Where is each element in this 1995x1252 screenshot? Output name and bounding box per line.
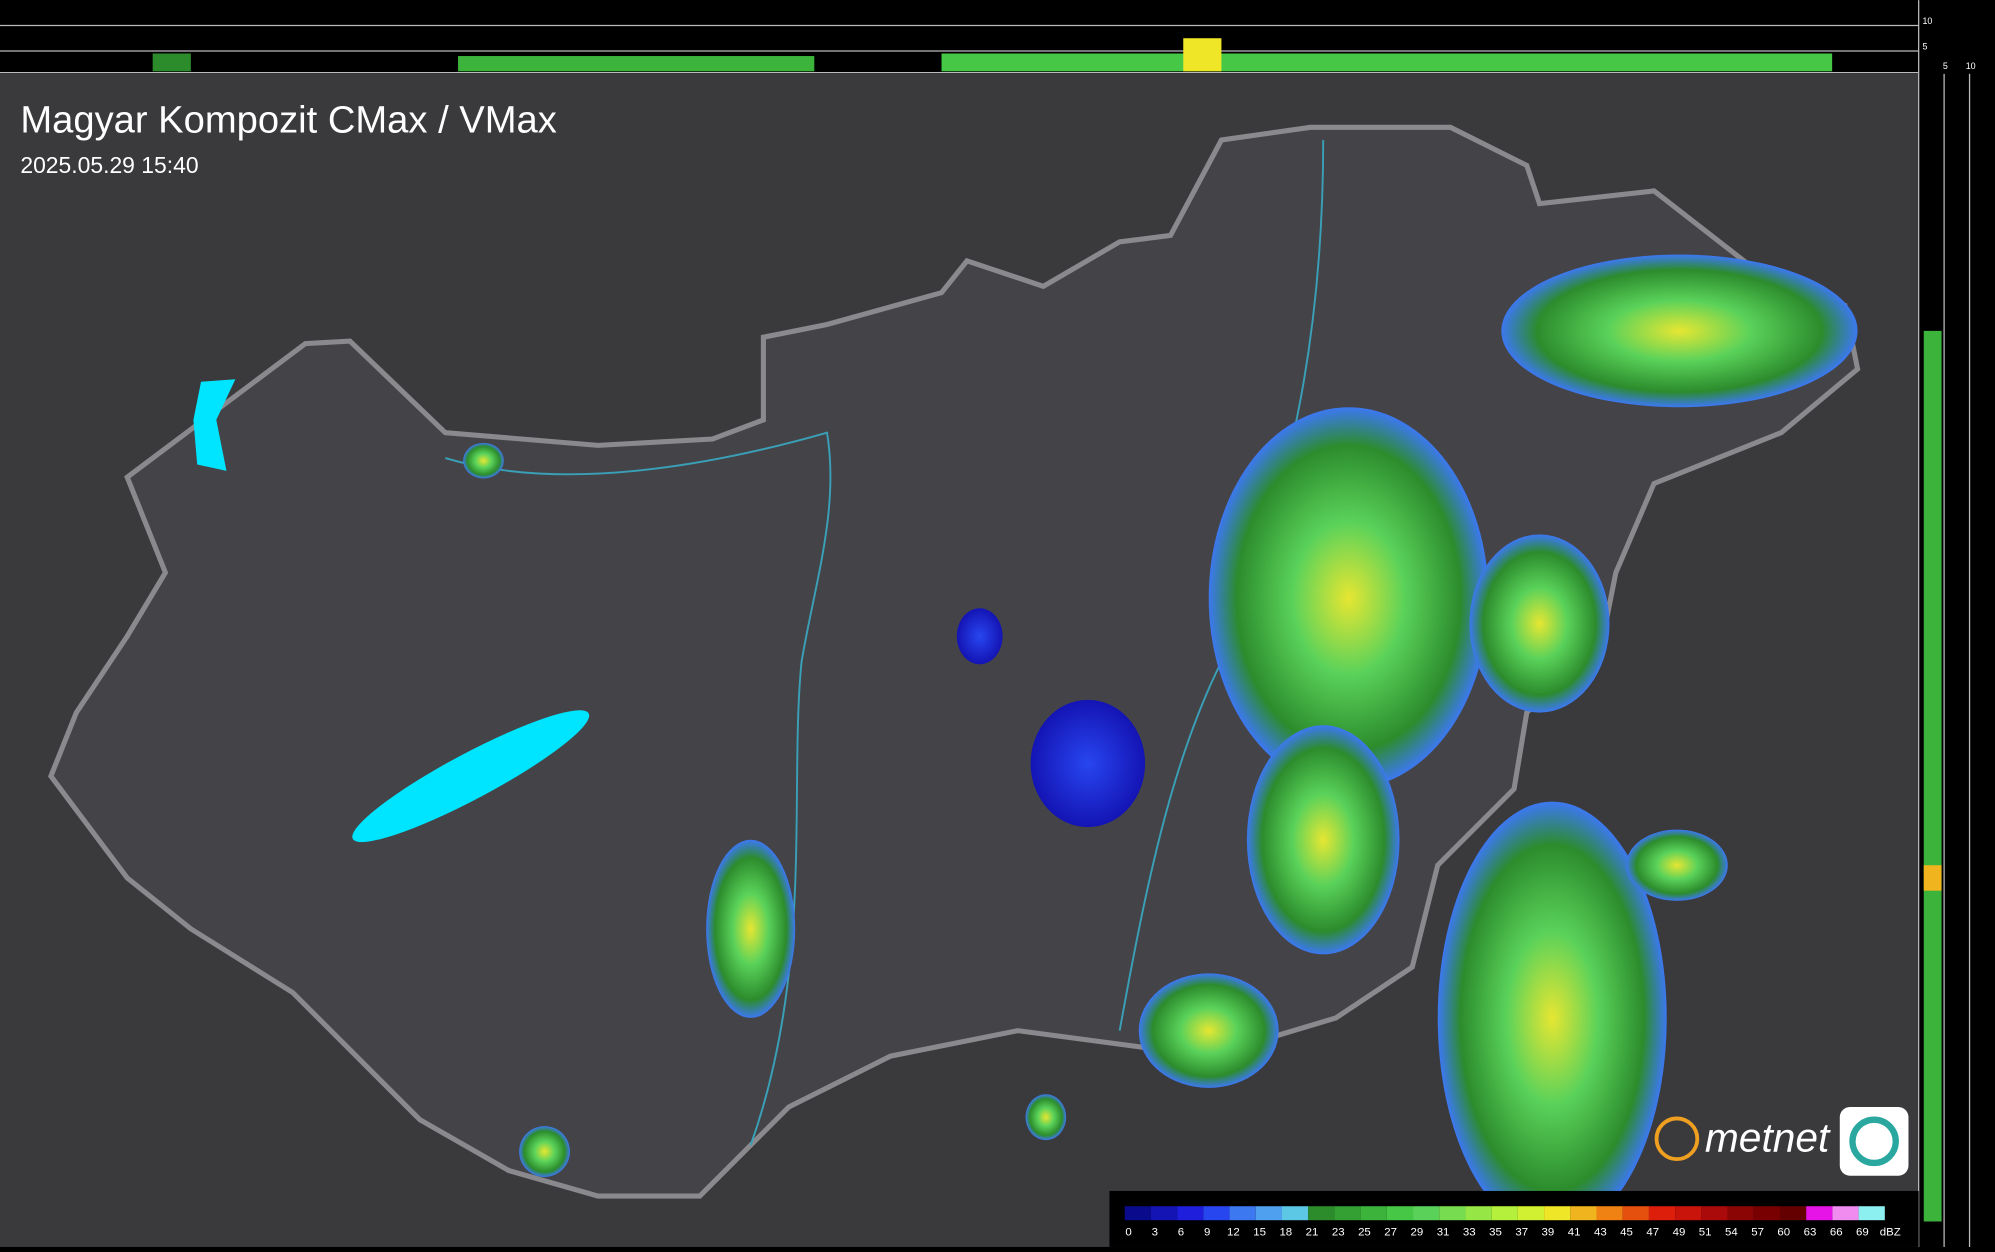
legend-swatch [1413, 1206, 1440, 1221]
legend-swatch [1177, 1206, 1204, 1221]
legend-swatch [1570, 1206, 1597, 1221]
legend-label: 6 [1178, 1226, 1184, 1238]
legend-label: 47 [1646, 1226, 1659, 1238]
legend-label: 9 [1204, 1226, 1210, 1238]
legend-swatch [1517, 1206, 1545, 1221]
legend-swatch [1255, 1206, 1282, 1221]
legend-swatch [1281, 1206, 1309, 1221]
legend-swatch [1779, 1206, 1807, 1221]
legend-label: 49 [1673, 1226, 1686, 1238]
side-label: 10 [1922, 16, 1932, 26]
legend-label: 15 [1253, 1226, 1266, 1238]
legend-swatch [1675, 1206, 1702, 1221]
country-border [47, 124, 1861, 1199]
legend-swatch [1229, 1206, 1256, 1221]
legend-swatch [1334, 1206, 1361, 1221]
legend-label: 54 [1725, 1226, 1738, 1238]
legend-swatch [1386, 1206, 1414, 1221]
legend-label: 12 [1227, 1226, 1240, 1238]
legend-swatch [1858, 1206, 1885, 1221]
legend-swatch [1203, 1206, 1230, 1221]
legend-swatch [1753, 1206, 1780, 1221]
legend-label: 18 [1279, 1226, 1292, 1238]
legend-swatch [1701, 1206, 1728, 1221]
legend-swatch [1596, 1206, 1623, 1221]
legend-swatch [1360, 1206, 1387, 1221]
legend-unit: dBZ [1880, 1226, 1901, 1238]
legend-label: 57 [1751, 1226, 1764, 1238]
legend-label: 3 [1152, 1226, 1158, 1238]
lake-neusiedl [193, 379, 236, 471]
legend-swatch [1465, 1206, 1492, 1221]
legend-swatch [1544, 1206, 1571, 1221]
legend-label: 25 [1358, 1226, 1371, 1238]
legend-swatch [1124, 1206, 1151, 1221]
lake-balaton [352, 710, 590, 843]
timestamp: 2025.05.29 15:40 [20, 152, 198, 178]
legend-swatch [1622, 1206, 1649, 1221]
legend-swatch [1832, 1206, 1859, 1221]
radar-echoes [463, 254, 1858, 1235]
side-label: 5 [1922, 42, 1927, 52]
side-label: 5 [1943, 61, 1948, 71]
legend-label: 69 [1856, 1226, 1869, 1238]
legend-label: 0 [1125, 1226, 1131, 1238]
legend-swatch [1648, 1206, 1676, 1221]
legend-label: 43 [1594, 1226, 1607, 1238]
logo: metnet [1654, 1106, 1909, 1176]
legend-label: 29 [1410, 1226, 1423, 1238]
title: Magyar Kompozit CMax / VMax [20, 98, 556, 141]
legend-label: 27 [1384, 1226, 1397, 1238]
legend-swatch [1806, 1206, 1833, 1221]
brand: metnet [1705, 1115, 1831, 1161]
legend-label: 41 [1568, 1226, 1581, 1238]
strip-echoes [152, 38, 1942, 1222]
legend: 0 3 6 9 12 15 18 21 23 25 27 29 31 33 35 37 39 41 43 45 47 49… [1124, 1206, 1901, 1238]
side-label: 10 [1966, 61, 1976, 71]
legend-label: 33 [1463, 1226, 1476, 1238]
legend-label: 45 [1620, 1226, 1633, 1238]
legend-label: 66 [1830, 1226, 1843, 1238]
legend-swatch [1308, 1206, 1335, 1221]
legend-label: 31 [1437, 1226, 1450, 1238]
legend-label: 39 [1542, 1226, 1555, 1238]
legend-label: 21 [1306, 1226, 1319, 1238]
legend-label: 51 [1699, 1226, 1712, 1238]
legend-label: 23 [1332, 1226, 1345, 1238]
legend-swatch [1150, 1206, 1178, 1221]
legend-swatch [1439, 1206, 1466, 1221]
legend-swatch [1491, 1206, 1518, 1221]
legend-label: 37 [1515, 1226, 1528, 1238]
legend-label: 63 [1804, 1226, 1817, 1238]
legend-label: 35 [1489, 1226, 1502, 1238]
legend-label: 60 [1777, 1226, 1790, 1238]
legend-swatch [1727, 1206, 1754, 1221]
